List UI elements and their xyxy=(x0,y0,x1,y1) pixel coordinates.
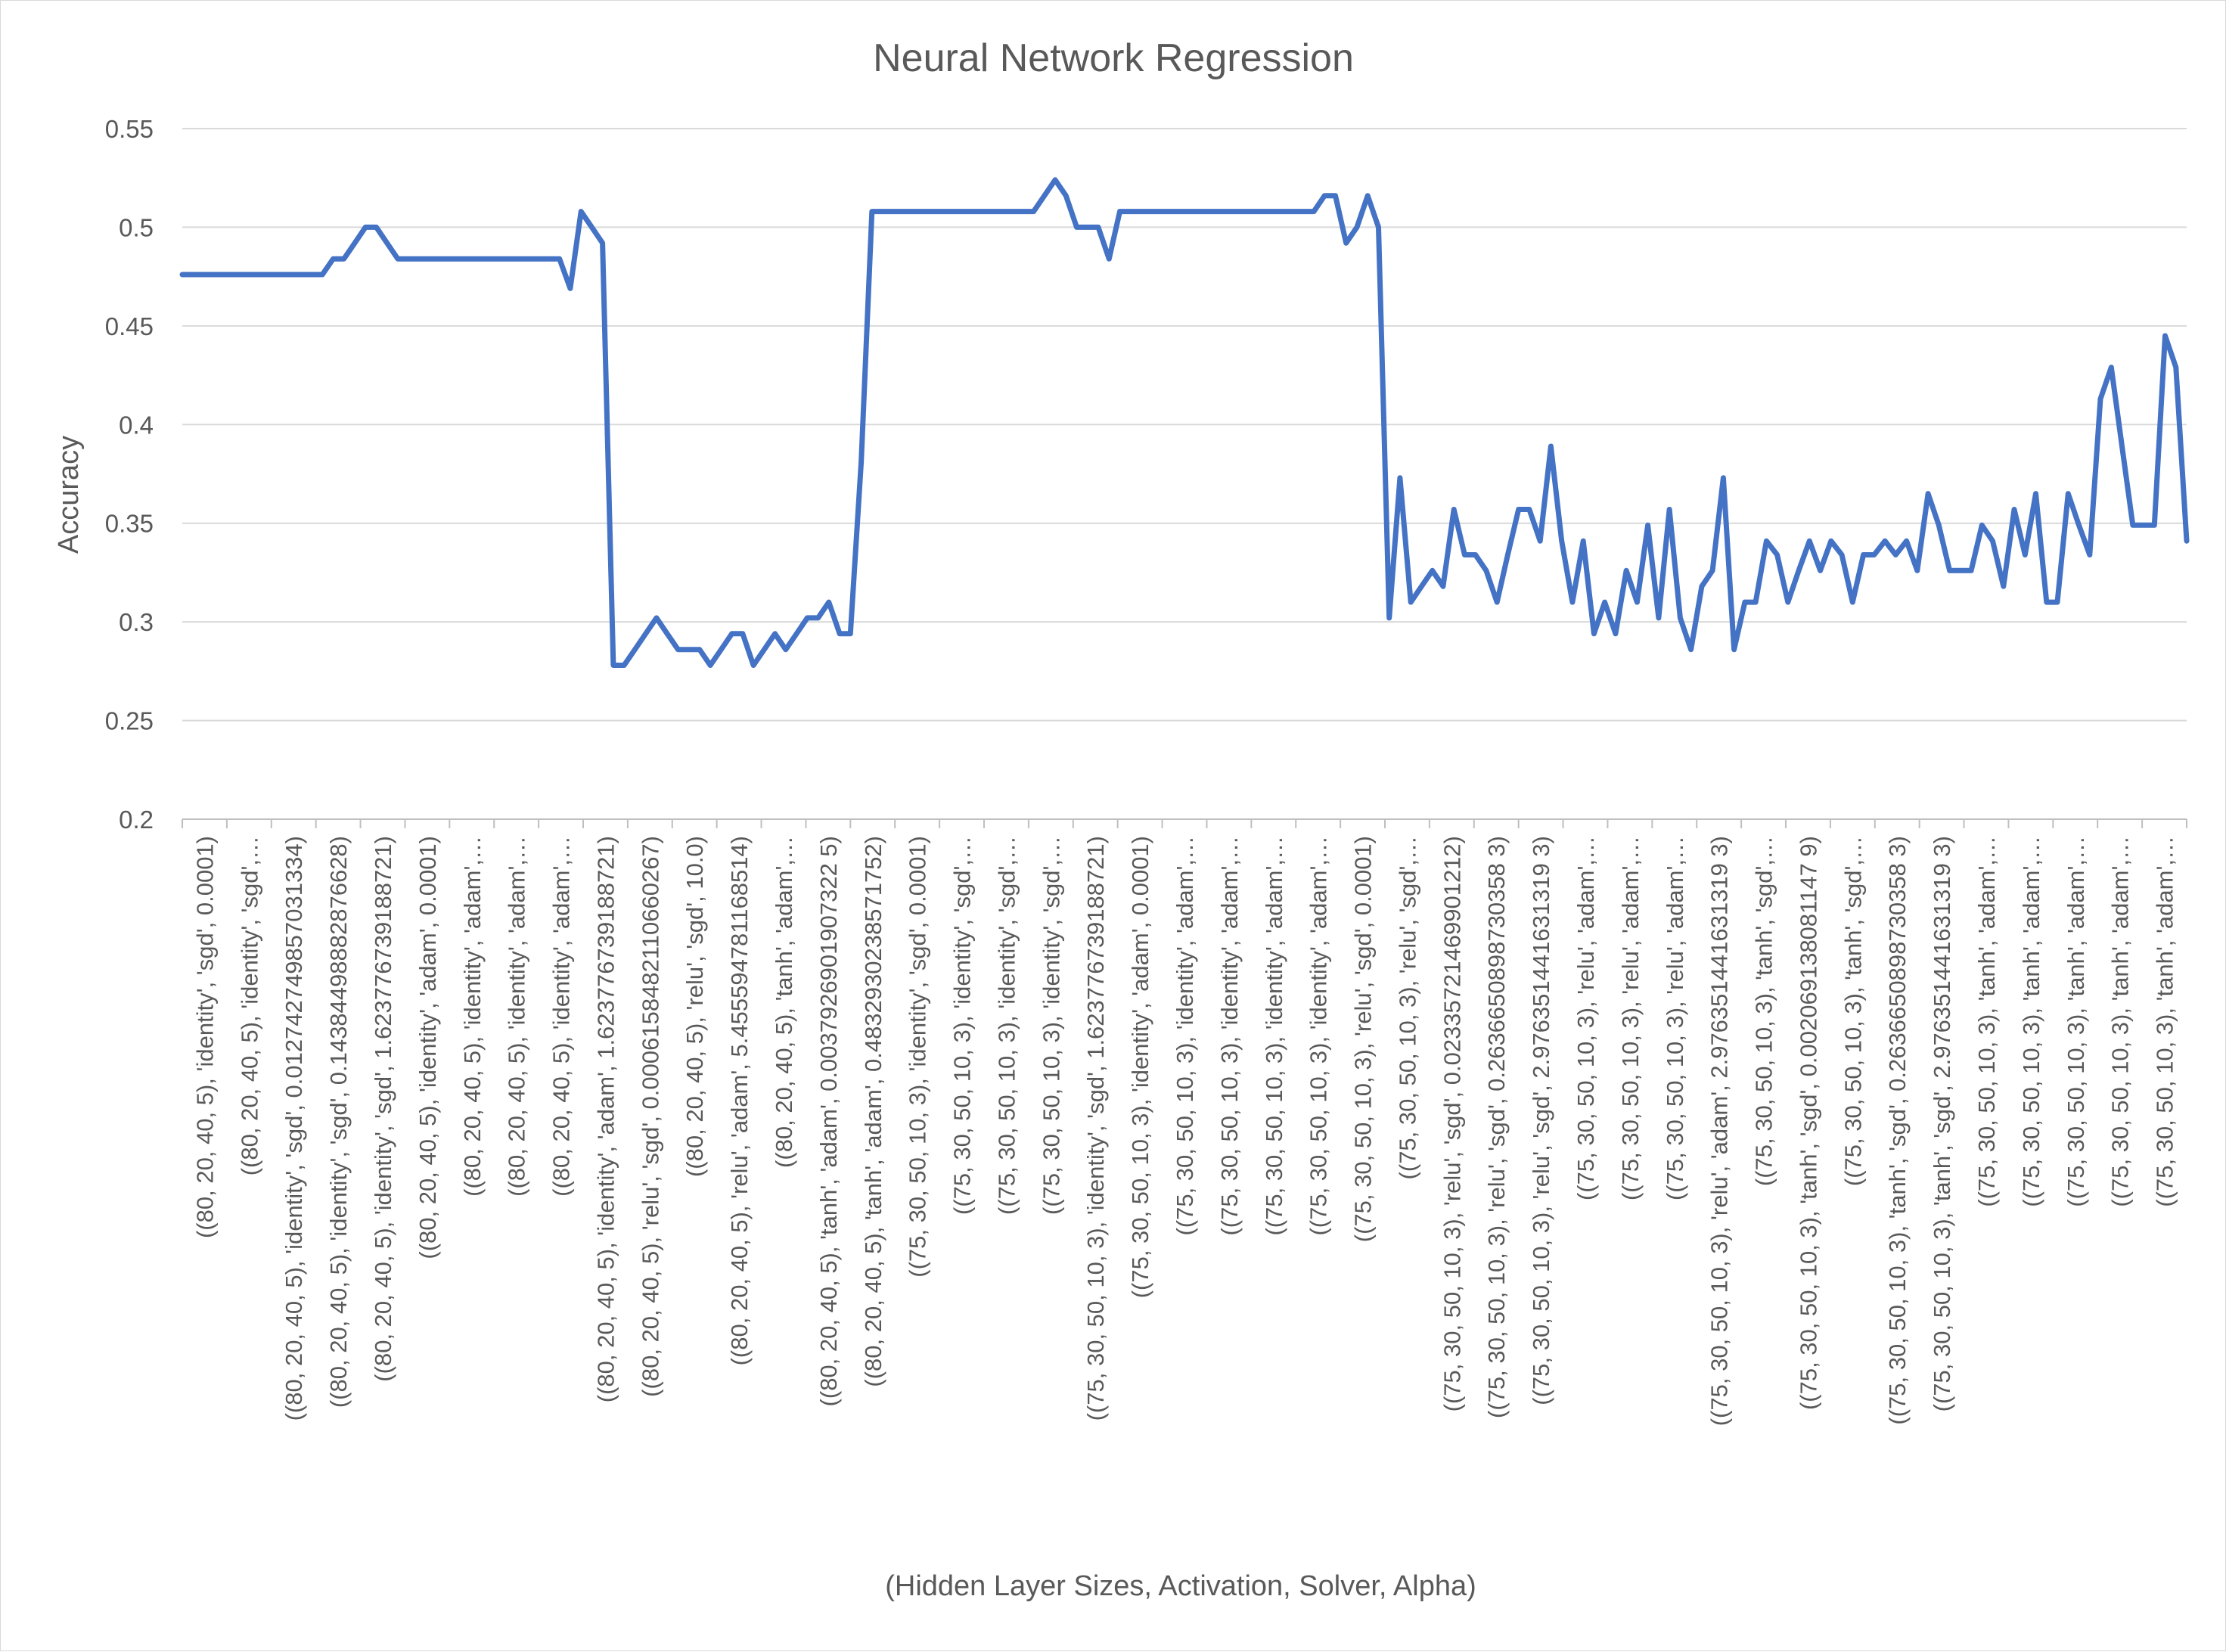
x-tick-label: ((80, 20, 40, 5), 'identity', 'sgd',… xyxy=(236,836,262,1175)
x-tick-label: ((75, 30, 50, 10, 3), 'relu', 'sgd',… xyxy=(1394,836,1420,1179)
x-tick-label: ((75, 30, 50, 10, 3), 'relu', 'adam',… xyxy=(1572,836,1599,1200)
x-tick-label: ((80, 20, 40, 5), 'identity', 'sgd', 1.6… xyxy=(370,836,396,1382)
chart-title: Neural Network Regression xyxy=(873,36,1354,80)
y-tick-label: 0.45 xyxy=(105,312,154,340)
y-axis-title: Accuracy xyxy=(53,436,85,554)
y-tick-label: 0.4 xyxy=(119,411,154,439)
series-line-0 xyxy=(179,177,2190,668)
x-tick-label: ((80, 20, 40, 5), 'identity', 'adam',… xyxy=(459,836,486,1197)
x-tick-label: ((80, 20, 40, 5), 'tanh', 'adam',… xyxy=(771,836,797,1168)
x-tick-label: ((75, 30, 50, 10, 3), 'identity', 'adam'… xyxy=(1172,836,1198,1236)
x-tick-label: ((75, 30, 50, 10, 3), 'identity', 'adam'… xyxy=(1305,836,1332,1236)
x-tick-label: ((75, 30, 50, 10, 3), 'identity', 'adam'… xyxy=(1127,836,1153,1298)
x-tick-label: ((80, 20, 40, 5), 'identity', 'sgd', 0.0… xyxy=(281,836,307,1421)
gridlines xyxy=(182,128,2187,722)
series-layer xyxy=(179,177,2190,668)
x-tick-label: ((75, 30, 50, 10, 3), 'tanh', 'adam',… xyxy=(1973,836,2000,1207)
x-tick-label: ((80, 20, 40, 5), 'relu', 'adam', 5.4555… xyxy=(726,836,753,1365)
x-tick-label: ((80, 20, 40, 5), 'tanh', 'adam', 0.0037… xyxy=(815,836,842,1406)
x-tick-label: ((80, 20, 40, 5), 'identity', 'adam',… xyxy=(504,836,530,1197)
y-tick-label: 0.5 xyxy=(119,213,154,241)
y-tick-label: 0.55 xyxy=(105,115,154,143)
x-tick-label: ((80, 20, 40, 5), 'identity', 'adam',… xyxy=(548,836,575,1197)
x-axis-ticks: ((80, 20, 40, 5), 'identity', 'sgd', 0.0… xyxy=(182,819,2187,1426)
x-tick-label: ((75, 30, 50, 10, 3), 'tanh', 'sgd', 0.0… xyxy=(1795,836,1821,1410)
x-tick-label: ((75, 30, 50, 10, 3), 'tanh', 'adam',… xyxy=(2107,836,2134,1207)
x-tick-label: ((75, 30, 50, 10, 3), 'tanh', 'adam',… xyxy=(2063,836,2089,1207)
x-tick-label: ((80, 20, 40, 5), 'tanh', 'adam', 0.4832… xyxy=(860,836,886,1387)
x-tick-label: ((75, 30, 50, 10, 3), 'relu', 'sgd', 0.0… xyxy=(1350,836,1377,1242)
x-tick-label: ((75, 30, 50, 10, 3), 'relu', 'adam',… xyxy=(1617,836,1644,1200)
x-tick-label: ((80, 20, 40, 5), 'relu', 'sgd', 0.00061… xyxy=(637,836,663,1397)
x-tick-label: ((75, 30, 50, 10, 3), 'identity', 'adam'… xyxy=(1216,836,1243,1236)
x-tick-label: ((75, 30, 50, 10, 3), 'identity', 'sgd',… xyxy=(993,836,1020,1215)
x-tick-label: ((80, 20, 40, 5), 'identity', 'sgd', 0.1… xyxy=(325,836,352,1408)
x-tick-label: ((75, 30, 50, 10, 3), 'identity', 'sgd',… xyxy=(949,836,976,1215)
x-tick-label: ((75, 30, 50, 10, 3), 'relu', 'sgd', 0.2… xyxy=(1483,836,1510,1418)
x-tick-label: ((75, 30, 50, 10, 3), 'tanh', 'adam',… xyxy=(2018,836,2044,1207)
y-tick-label: 0.3 xyxy=(119,608,154,636)
y-axis-ticks: 0.2 0.25 0.3 0.35 0.4 0.45 0.5 0.55 xyxy=(105,115,154,834)
x-tick-label: ((80, 20, 40, 5), 'identity', 'adam', 0.… xyxy=(414,836,441,1259)
x-tick-label: ((75, 30, 50, 10, 3), 'tanh', 'sgd', 2.9… xyxy=(1929,836,1955,1411)
y-tick-label: 0.2 xyxy=(119,806,154,834)
y-tick-label: 0.35 xyxy=(105,510,154,538)
x-tick-label: ((75, 30, 50, 10, 3), 'identity', 'sgd',… xyxy=(1082,836,1109,1421)
x-tick-label: ((75, 30, 50, 10, 3), 'identity', 'adam'… xyxy=(1261,836,1287,1236)
x-tick-label: ((75, 30, 50, 10, 3), 'relu', 'sgd', 2.9… xyxy=(1528,836,1554,1405)
x-tick-label: ((80, 20, 40, 5), 'relu', 'sgd', 10.0) xyxy=(681,836,708,1177)
x-tick-label: ((75, 30, 50, 10, 3), 'tanh', 'sgd', 0.2… xyxy=(1884,836,1911,1425)
x-tick-label: ((75, 30, 50, 10, 3), 'tanh', 'adam',… xyxy=(2152,836,2178,1207)
x-tick-label: ((80, 20, 40, 5), 'identity', 'sgd', 0.0… xyxy=(191,836,218,1238)
y-tick-label: 0.25 xyxy=(105,707,154,735)
x-tick-label: ((80, 20, 40, 5), 'identity', 'adam', 1.… xyxy=(592,836,619,1402)
x-tick-label: ((75, 30, 50, 10, 3), 'relu', 'sgd', 0.0… xyxy=(1439,836,1465,1411)
x-axis-title: (Hidden Layer Sizes, Activation, Solver,… xyxy=(885,1570,1476,1602)
x-tick-label: ((75, 30, 50, 10, 3), 'tanh', 'sgd',… xyxy=(1751,836,1777,1186)
x-tick-label: ((75, 30, 50, 10, 3), 'identity', 'sgd',… xyxy=(905,836,931,1278)
x-tick-label: ((75, 30, 50, 10, 3), 'tanh', 'sgd',… xyxy=(1839,836,1866,1186)
x-tick-label: ((75, 30, 50, 10, 3), 'identity', 'sgd',… xyxy=(1038,836,1064,1215)
x-tick-label: ((75, 30, 50, 10, 3), 'relu', 'adam',… xyxy=(1662,836,1688,1200)
x-tick-label: ((75, 30, 50, 10, 3), 'relu', 'adam', 2.… xyxy=(1706,836,1733,1426)
